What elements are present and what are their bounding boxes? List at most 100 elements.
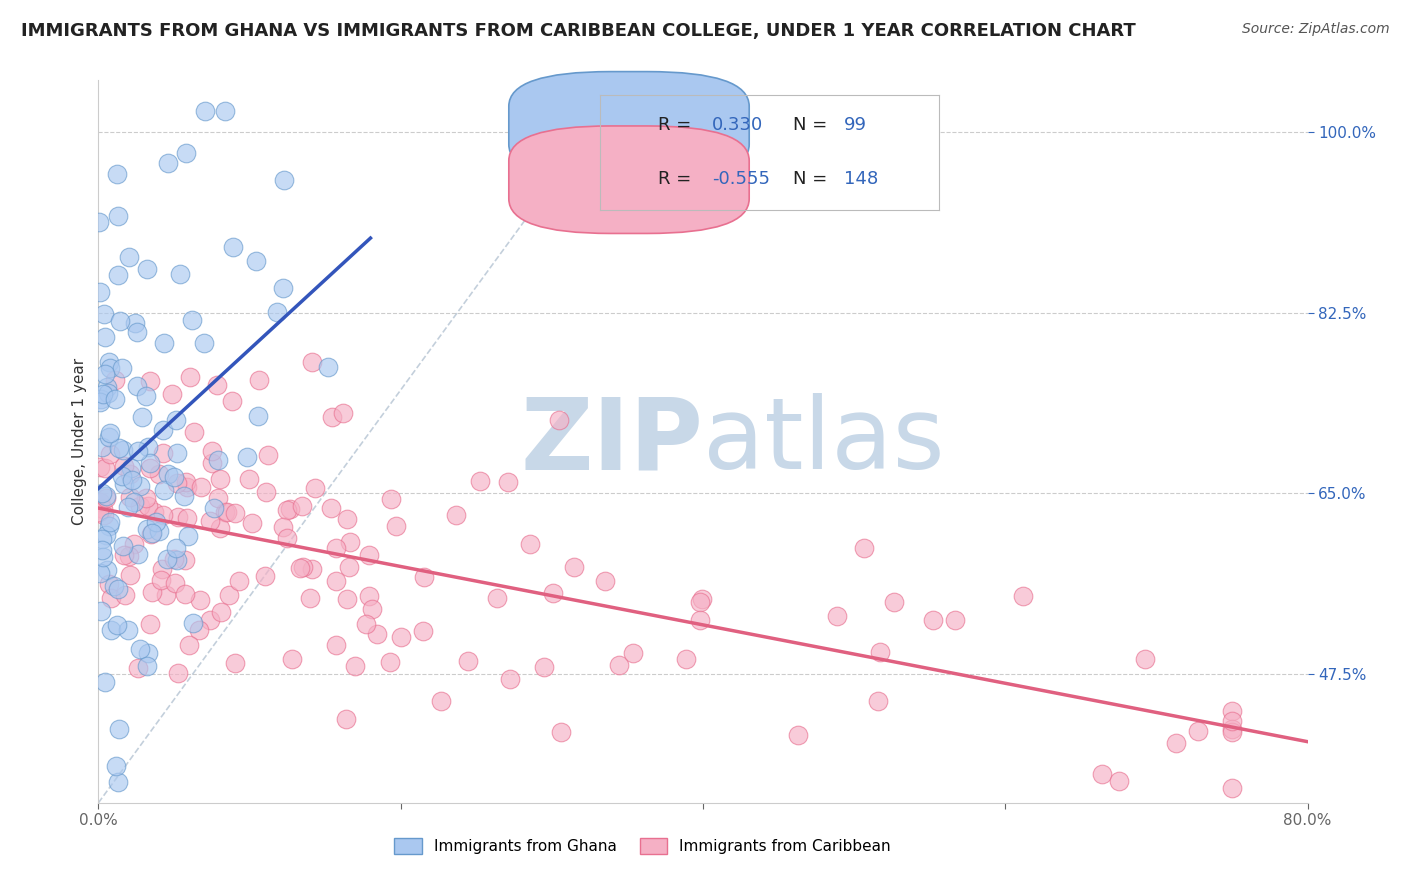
Point <box>127 325 149 339</box>
Point <box>866 694 889 708</box>
Point <box>94 675 117 690</box>
Point <box>163 470 186 484</box>
Point <box>332 406 354 420</box>
Point <box>174 475 197 490</box>
Point <box>207 491 229 505</box>
Point <box>273 173 295 187</box>
Point <box>127 547 149 561</box>
Point <box>1220 714 1243 729</box>
Point <box>93 508 115 522</box>
Point <box>221 394 243 409</box>
Point <box>124 316 146 330</box>
Point <box>337 560 360 574</box>
Point <box>87 215 110 229</box>
Point <box>107 268 129 283</box>
Point <box>1133 652 1156 666</box>
Point <box>173 552 195 566</box>
Point <box>97 385 120 400</box>
Point <box>245 253 267 268</box>
Point <box>112 459 135 474</box>
Point <box>321 410 343 425</box>
Point <box>181 616 204 631</box>
Point <box>152 508 174 523</box>
Point <box>153 335 176 350</box>
Point <box>135 389 157 403</box>
Point <box>163 551 186 566</box>
Point <box>593 574 616 589</box>
Point <box>94 330 117 344</box>
Point <box>141 584 163 599</box>
Point <box>166 553 188 567</box>
Point <box>121 473 143 487</box>
Point <box>107 775 129 789</box>
Point <box>91 549 114 564</box>
Point <box>224 507 246 521</box>
Point <box>222 240 245 254</box>
Point <box>198 514 221 528</box>
Point <box>94 461 117 475</box>
Point <box>87 505 110 519</box>
Point <box>157 467 180 482</box>
Point <box>120 467 142 481</box>
Point <box>152 423 174 437</box>
Point <box>98 426 121 441</box>
Point <box>127 661 149 675</box>
Point <box>238 472 260 486</box>
Point <box>104 759 127 773</box>
Point <box>94 367 117 381</box>
Point <box>1220 780 1243 795</box>
Point <box>108 442 131 456</box>
Point <box>254 484 277 499</box>
Point <box>98 447 121 461</box>
Point <box>209 471 232 485</box>
Point <box>90 392 112 407</box>
Point <box>1091 767 1114 781</box>
Point <box>675 652 697 666</box>
Point <box>412 624 434 639</box>
Point <box>343 659 366 673</box>
Point <box>139 527 162 541</box>
Point <box>193 335 215 350</box>
Point <box>852 541 875 556</box>
Point <box>215 505 238 519</box>
Point <box>183 425 205 439</box>
Point <box>111 469 134 483</box>
Point <box>112 442 135 457</box>
Point <box>228 574 250 588</box>
Point <box>114 588 136 602</box>
Point <box>236 450 259 464</box>
Point <box>1187 724 1209 739</box>
Point <box>117 549 139 563</box>
Point <box>107 209 129 223</box>
Point <box>98 361 121 376</box>
Point <box>152 483 174 497</box>
Point <box>108 722 131 736</box>
Point <box>89 566 111 580</box>
Point <box>325 574 347 588</box>
Point <box>90 486 112 500</box>
Point <box>689 613 711 627</box>
Point <box>276 503 298 517</box>
Point <box>201 443 224 458</box>
Point <box>380 492 402 507</box>
Point <box>138 440 160 454</box>
Point <box>177 638 200 652</box>
Point <box>148 524 170 538</box>
Point <box>321 501 343 516</box>
Point <box>166 475 188 490</box>
Point <box>129 499 152 513</box>
Point <box>214 505 236 519</box>
Point <box>100 623 122 637</box>
Point <box>166 413 188 427</box>
Point <box>89 394 111 409</box>
Point <box>150 562 173 576</box>
Point <box>120 460 142 475</box>
Point <box>208 521 231 535</box>
Point <box>111 539 134 553</box>
Point <box>152 446 174 460</box>
Point <box>98 430 121 444</box>
Point <box>179 369 201 384</box>
Point <box>100 591 122 606</box>
Point <box>127 444 149 458</box>
Point <box>141 525 163 540</box>
